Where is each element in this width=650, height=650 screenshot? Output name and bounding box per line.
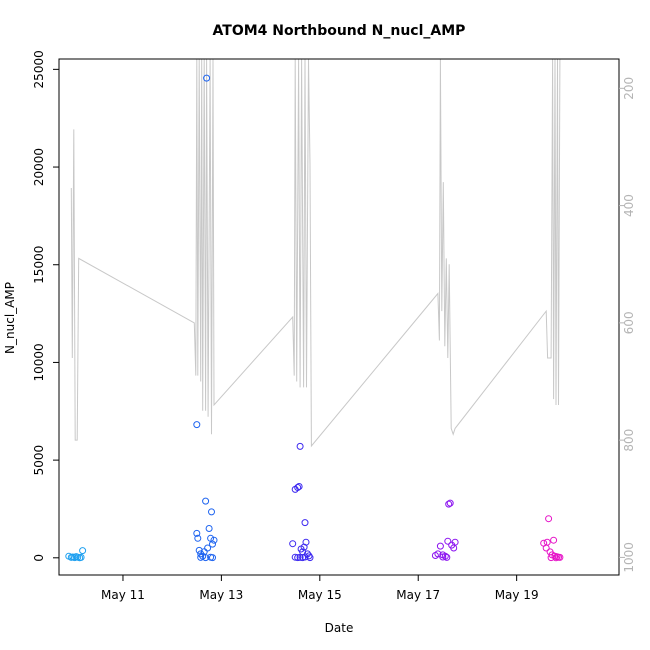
data-point-16 xyxy=(202,497,210,505)
data-point-36 xyxy=(301,519,309,527)
data-point-18 xyxy=(204,544,212,552)
y-axis-label: N_nucl_AMP xyxy=(3,282,17,354)
data-point-9 xyxy=(193,421,201,429)
data-point-32 xyxy=(296,442,304,450)
x-tick-label-2: May 15 xyxy=(298,588,342,602)
data-point-56 xyxy=(451,538,459,546)
y2-tick-label-1: 400 xyxy=(622,194,636,217)
y-tick-label-3: 15000 xyxy=(32,246,46,284)
data-point-51 xyxy=(444,537,452,545)
data-point-31 xyxy=(295,483,303,490)
data-point-58 xyxy=(443,553,451,561)
data-point-23 xyxy=(210,536,218,544)
y-axis: 0 5000 10000 15000 20000 25000 xyxy=(32,50,59,562)
x-tick-label-4: May 19 xyxy=(495,588,539,602)
data-point-69 xyxy=(556,553,564,561)
data-point-19 xyxy=(205,525,213,532)
y-tick-label-2: 10000 xyxy=(32,343,46,381)
data-point-52 xyxy=(445,500,453,508)
x-axis-label: Date xyxy=(325,621,354,635)
y-tick-label-4: 20000 xyxy=(32,148,46,186)
scatter-points xyxy=(65,74,564,562)
plot-frame xyxy=(58,58,620,576)
data-point-27 xyxy=(209,554,216,562)
depth-series-line xyxy=(70,58,561,448)
data-point-37 xyxy=(302,538,310,546)
data-point-48 xyxy=(436,542,444,550)
y-tick-label-5: 25000 xyxy=(32,50,46,88)
data-point-61 xyxy=(543,538,551,546)
data-point-25 xyxy=(202,554,210,562)
data-point-7 xyxy=(77,553,85,561)
data-point-24 xyxy=(197,553,205,561)
y2-tick-label-0: 200 xyxy=(622,77,636,100)
data-point-30 xyxy=(294,484,302,491)
data-point-44 xyxy=(301,553,309,561)
y-tick-label-0: 0 xyxy=(32,554,46,562)
data-point-70 xyxy=(547,554,555,562)
data-point-11 xyxy=(194,534,202,542)
data-point-17 xyxy=(203,74,211,82)
data-point-71 xyxy=(552,554,560,562)
data-point-45 xyxy=(306,554,314,562)
data-point-8 xyxy=(79,547,87,555)
right-depth-axis: 200 400 600 800 1000 xyxy=(619,77,636,573)
data-point-62 xyxy=(545,515,553,523)
data-point-42 xyxy=(296,553,304,561)
data-point-40 xyxy=(291,553,299,561)
data-point-41 xyxy=(294,554,302,562)
data-point-39 xyxy=(305,552,313,560)
y-tick-label-1: 5000 xyxy=(32,445,46,476)
data-point-22 xyxy=(209,540,216,548)
data-point-47 xyxy=(434,550,442,558)
y2-tick-label-3: 800 xyxy=(622,429,636,452)
y2-tick-label-2: 600 xyxy=(622,311,636,334)
data-point-10 xyxy=(193,529,201,537)
x-tick-label-1: May 13 xyxy=(199,588,243,602)
x-axis: May 11 May 13 May 15 May 17 May 19 xyxy=(101,575,539,602)
x-tick-label-3: May 17 xyxy=(396,588,440,602)
data-point-53 xyxy=(446,499,454,507)
x-tick-label-0: May 11 xyxy=(101,588,145,602)
data-point-21 xyxy=(208,508,215,516)
data-point-65 xyxy=(550,536,558,544)
data-point-12 xyxy=(195,546,203,554)
data-point-57 xyxy=(439,553,447,561)
data-point-13 xyxy=(197,550,205,558)
data-point-28 xyxy=(289,540,297,548)
y2-tick-label-4: 1000 xyxy=(622,542,636,573)
chart-title: ATOM4 Northbound N_nucl_AMP xyxy=(213,23,466,39)
